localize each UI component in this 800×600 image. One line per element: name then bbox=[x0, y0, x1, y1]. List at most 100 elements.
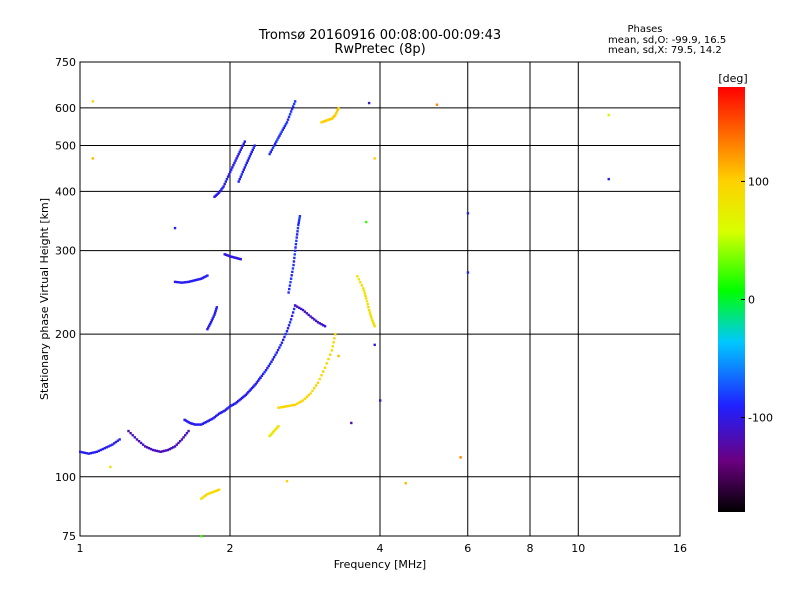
echo-point bbox=[222, 185, 225, 188]
echo-point bbox=[141, 443, 145, 446]
echo-point bbox=[404, 482, 407, 485]
echo-point bbox=[466, 271, 470, 274]
colorbar-tick-label: -100 bbox=[748, 412, 773, 425]
echo-point bbox=[333, 337, 336, 340]
x-axis-ticks: 1 2 4 6 8 10 16 bbox=[77, 542, 688, 555]
echo-point bbox=[241, 144, 244, 147]
echo-point bbox=[214, 309, 217, 313]
echo-point bbox=[373, 325, 376, 328]
stats-heading: Phases bbox=[627, 24, 662, 35]
echo-point bbox=[93, 451, 97, 454]
echo-point bbox=[250, 150, 254, 154]
echo-point bbox=[330, 349, 334, 352]
echo-point bbox=[301, 399, 305, 402]
echo-point bbox=[365, 220, 368, 224]
echo-point bbox=[233, 402, 236, 406]
stats-o-mode: mean, sd,O: -99.9, 16.5 bbox=[608, 35, 726, 46]
echo-point bbox=[109, 465, 112, 469]
echo-point bbox=[326, 118, 330, 122]
echo-point bbox=[276, 138, 279, 141]
echo-point bbox=[293, 403, 297, 406]
echo-point bbox=[230, 255, 233, 258]
echo-point bbox=[178, 281, 182, 284]
echo-point bbox=[244, 393, 248, 397]
echo-point bbox=[328, 353, 332, 356]
echo-point bbox=[335, 110, 339, 113]
echo-point bbox=[324, 119, 327, 123]
echo-point bbox=[177, 441, 180, 445]
echo-point bbox=[173, 445, 177, 448]
echo-point bbox=[297, 401, 301, 404]
echo-point bbox=[281, 128, 284, 132]
echo-point bbox=[200, 535, 203, 538]
echo-point bbox=[288, 113, 292, 116]
echo-point bbox=[373, 343, 376, 347]
echo-point bbox=[164, 449, 168, 452]
echo-point bbox=[177, 281, 180, 284]
echo-point bbox=[288, 321, 292, 324]
echo-point bbox=[211, 317, 214, 320]
echo-point bbox=[307, 313, 310, 317]
echo-point bbox=[192, 422, 195, 426]
echo-point bbox=[139, 441, 143, 445]
echo-point bbox=[163, 449, 166, 453]
y-tick-label: 750 bbox=[55, 56, 76, 69]
echo-point bbox=[240, 146, 243, 149]
y-axis-ticks: 75 100 200 300 400 500 600 750 bbox=[55, 56, 76, 543]
echo-point bbox=[103, 447, 106, 450]
echo-point bbox=[147, 447, 151, 450]
echo-point bbox=[109, 444, 112, 447]
echo-point bbox=[272, 355, 276, 359]
echo-point bbox=[196, 423, 200, 426]
echo-point bbox=[226, 407, 229, 410]
echo-point bbox=[235, 401, 239, 404]
plot-frame bbox=[79, 61, 681, 537]
echo-point bbox=[238, 177, 241, 181]
echo-point bbox=[357, 278, 361, 281]
echo-point bbox=[145, 446, 149, 449]
echo-point bbox=[297, 223, 300, 227]
echo-point bbox=[322, 120, 326, 123]
echo-point bbox=[292, 260, 296, 263]
echo-point bbox=[223, 253, 226, 256]
echo-point bbox=[203, 421, 206, 425]
echo-point bbox=[316, 321, 320, 324]
echo-point bbox=[81, 451, 84, 454]
echo-point bbox=[204, 420, 208, 424]
echo-point bbox=[248, 389, 251, 392]
echo-point bbox=[364, 294, 367, 298]
echo-point bbox=[184, 434, 187, 437]
echo-point bbox=[332, 341, 335, 344]
echo-point bbox=[298, 217, 301, 220]
echo-point bbox=[285, 330, 289, 333]
echo-point bbox=[266, 366, 269, 370]
echo-point bbox=[227, 406, 231, 409]
echo-point bbox=[237, 152, 240, 156]
echo-point bbox=[239, 175, 242, 178]
echo-point bbox=[232, 163, 235, 167]
echo-point bbox=[292, 263, 295, 267]
echo-point bbox=[258, 378, 261, 381]
echo-point bbox=[295, 236, 298, 239]
echo-point bbox=[231, 166, 234, 169]
echo-point bbox=[269, 433, 272, 436]
echo-point bbox=[307, 394, 310, 397]
echo-point bbox=[291, 105, 295, 108]
echo-point bbox=[350, 421, 353, 425]
echo-point bbox=[289, 110, 293, 113]
echo-point bbox=[305, 312, 309, 315]
echo-point bbox=[219, 189, 222, 193]
echo-point bbox=[226, 254, 229, 257]
echo-point bbox=[356, 275, 359, 278]
echo-point bbox=[187, 280, 190, 284]
echo-point bbox=[275, 351, 278, 354]
echo-point bbox=[143, 445, 147, 448]
echo-point bbox=[260, 374, 264, 377]
echo-point bbox=[290, 314, 294, 318]
echo-point bbox=[225, 177, 229, 181]
echo-point bbox=[224, 253, 228, 257]
echo-point bbox=[207, 419, 211, 422]
echo-point bbox=[135, 438, 139, 441]
echo-point bbox=[219, 411, 222, 415]
